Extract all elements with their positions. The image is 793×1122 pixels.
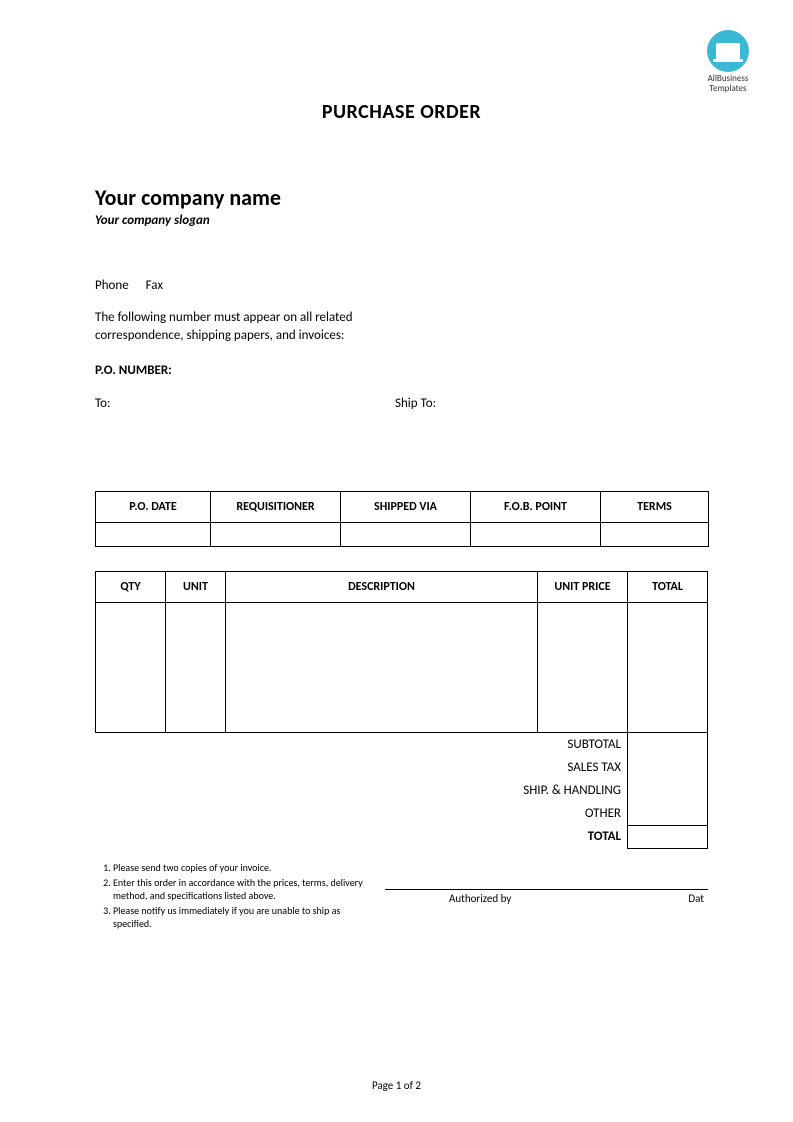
label-salestax: SALES TAX (498, 756, 628, 779)
amount-salestax[interactable] (628, 756, 708, 779)
to-label: To: (95, 396, 395, 411)
cell-total[interactable] (628, 603, 708, 733)
col-terms: TERMS (601, 492, 709, 523)
cell-shipped-via[interactable] (341, 523, 471, 547)
label-total: TOTAL (498, 825, 628, 848)
col-fob-point: F.O.B. POINT (471, 492, 601, 523)
contact-row: Phone Fax (95, 278, 708, 293)
company-slogan: Your company slogan (95, 213, 708, 228)
amount-total[interactable] (628, 825, 708, 848)
address-row: To: Ship To: (95, 396, 708, 411)
cell-desc[interactable] (226, 603, 538, 733)
col-qty: QTY (96, 572, 166, 603)
col-total: TOTAL (628, 572, 708, 603)
amount-subtotal[interactable] (628, 733, 708, 756)
po-number-label: P.O. NUMBER: (95, 363, 708, 378)
signature-block: Authorized by Dat (385, 889, 708, 932)
page-number: Page 1 of 2 (0, 1079, 793, 1092)
col-po-date: P.O. DATE (96, 492, 211, 523)
signature-line (385, 889, 708, 890)
date-label: Dat (688, 892, 704, 905)
header-table-row (96, 523, 709, 547)
ship-to-label: Ship To: (395, 396, 436, 411)
note-1: Please send two copies of your invoice. (113, 861, 375, 874)
summary-row-total: TOTAL (498, 825, 708, 848)
label-subtotal: SUBTOTAL (498, 733, 628, 756)
cell-requisitioner[interactable] (211, 523, 341, 547)
col-unit-price: UNIT PRICE (538, 572, 628, 603)
amount-other[interactable] (628, 802, 708, 825)
items-table: QTY UNIT DESCRIPTION UNIT PRICE TOTAL (95, 571, 708, 733)
phone-label: Phone (95, 278, 129, 293)
label-shipping: SHIP. & HANDLING (498, 779, 628, 802)
logo-text-line2: Templates (693, 84, 763, 94)
cell-qty[interactable] (96, 603, 166, 733)
summary-row-other: OTHER (498, 802, 708, 825)
laptop-icon (716, 43, 740, 59)
label-other: OTHER (498, 802, 628, 825)
note-2: Enter this order in accordance with the … (113, 876, 375, 902)
amount-shipping[interactable] (628, 779, 708, 802)
col-desc: DESCRIPTION (226, 572, 538, 603)
logo-circle-icon (707, 30, 749, 72)
authorized-by-label: Authorized by (449, 892, 511, 905)
fax-label: Fax (146, 278, 163, 293)
cell-price[interactable] (538, 603, 628, 733)
summary-row-salestax: SALES TAX (498, 756, 708, 779)
col-shipped-via: SHIPPED VIA (341, 492, 471, 523)
brand-logo: AllBusiness Templates (693, 30, 763, 94)
summary-block: SUBTOTAL SALES TAX SHIP. & HANDLING OTHE… (95, 733, 708, 849)
col-unit: UNIT (166, 572, 226, 603)
company-name: Your company name (95, 184, 708, 211)
note-3: Please notify us immediately if you are … (113, 904, 375, 930)
cell-unit[interactable] (166, 603, 226, 733)
col-requisitioner: REQUISITIONER (211, 492, 341, 523)
summary-row-subtotal: SUBTOTAL (498, 733, 708, 756)
instruction-text: The following number must appear on all … (95, 309, 435, 345)
header-table: P.O. DATE REQUISITIONER SHIPPED VIA F.O.… (95, 491, 709, 547)
document-title: PURCHASE ORDER (95, 100, 708, 124)
notes-list: Please send two copies of your invoice. … (95, 861, 385, 932)
cell-fob-point[interactable] (471, 523, 601, 547)
cell-terms[interactable] (601, 523, 709, 547)
cell-po-date[interactable] (96, 523, 211, 547)
summary-row-shipping: SHIP. & HANDLING (498, 779, 708, 802)
items-body-row (96, 603, 708, 733)
